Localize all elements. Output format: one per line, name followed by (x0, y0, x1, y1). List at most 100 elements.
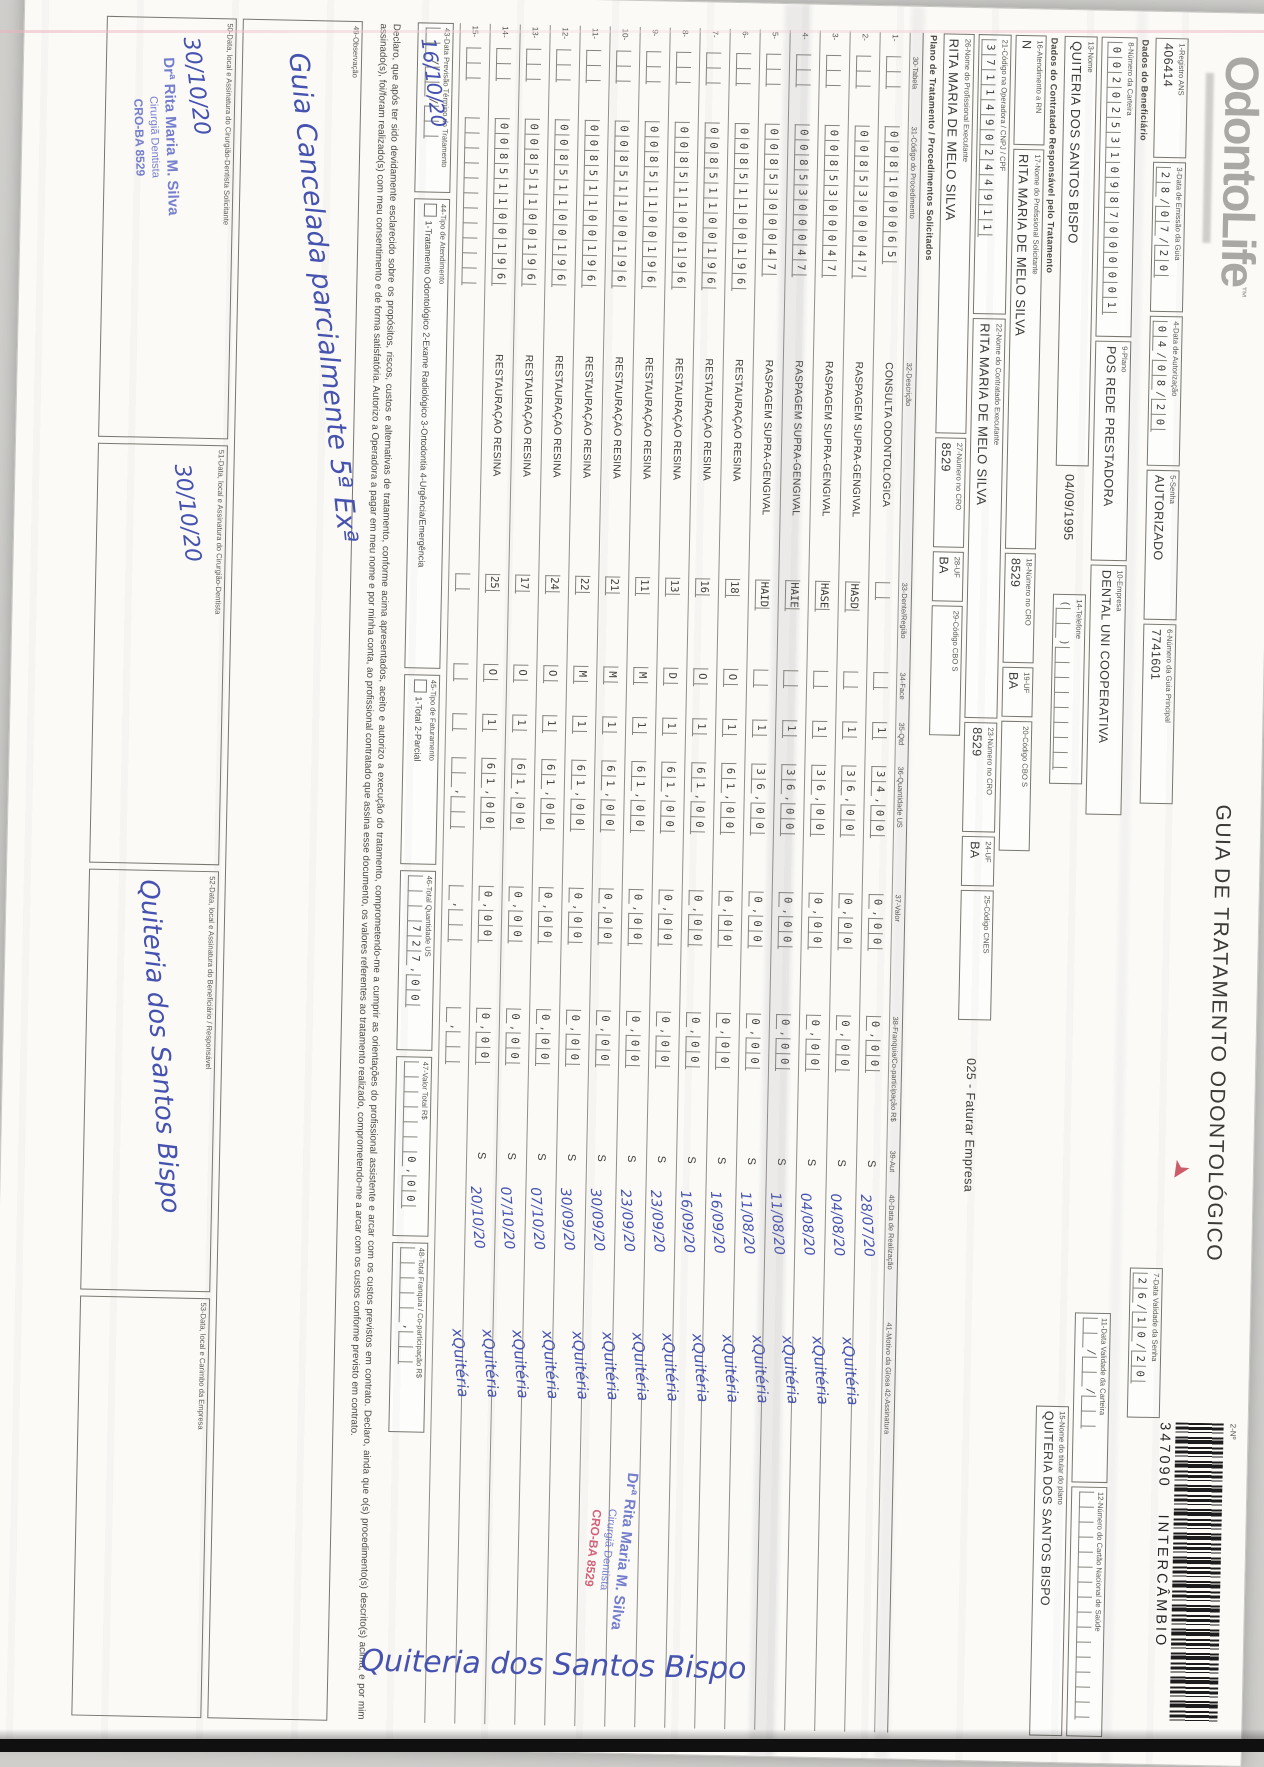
barcode-icon (1169, 1422, 1224, 1724)
field-plano: 9-Plano POS REDE PRESTADORA (1090, 340, 1132, 562)
field-numero-carteira: 8-Número da Carteira 0 0 2 0 2 5 3 1 0 9 8 7 0 0 0 0 0 1 (1095, 36, 1138, 338)
cell-tabela (615, 50, 632, 120)
cell-descricao: RESTAURAÇÃO RESINA (640, 357, 654, 480)
scan-edge-bar (0, 1739, 1264, 1752)
cell-aut: S (565, 1153, 578, 1162)
field-total-quantidade-us: 46-Total Quantidade US 7 2 7, 0 0 (396, 870, 437, 1051)
col-descricao: 32-Descrição (903, 362, 914, 407)
field-data-nascimento: 04/09/1995 (1061, 473, 1077, 541)
field-nome-beneficiario: 13-Nome QUITERIA DOS SANTOS BISPO (1055, 35, 1098, 467)
field-assinatura-beneficiario: 52-Data, local e Assinatura do Beneficiá… (79, 868, 219, 1292)
cell-descricao (464, 353, 469, 573)
field-tipo-atendimento: 44-Tipo de Atendimento 1-Tratamento Odon… (404, 198, 451, 669)
cell-data-realizacao-handwritten: 07/10/20 (497, 1186, 518, 1250)
col-franquia: 38-Franquia/Co-participação R$ (888, 1016, 901, 1122)
faturar-empresa-note: 025 - Faturar Empresa (961, 1057, 979, 1193)
field-empresa: 10-Empresa DENTAL UNI COOPERATIVA (1085, 564, 1127, 816)
cell-face: O (512, 664, 529, 714)
field-senha: 5-Senha AUTORIZADO (1143, 469, 1180, 621)
barcode-number-label: 2-Nº (1228, 1423, 1238, 1440)
cell-descricao: RASPAGEM SUPRA-GENGIVAL (849, 361, 864, 518)
cell-aut: S (715, 1156, 728, 1165)
field-cartao-nacional-saude: 12-Número do Cartão Nacional de Saúde (1066, 1486, 1108, 1738)
field-tipo-faturamento: 45-Tipo de Faturamento 1-Total 2-Parcial (400, 674, 441, 865)
page-title: GUIA DE TRATAMENTO ODONTOLÓGICO (1202, 804, 1235, 1263)
cell-aut: S (625, 1154, 638, 1163)
cell-tabela (765, 53, 782, 124)
cell-data-realizacao-handwritten: 04/08/20 (797, 1192, 818, 1257)
col-data-realizacao: 40-Data de Realização (885, 1194, 897, 1270)
cell-qtd: 1 (811, 720, 828, 765)
barcode-block: 2-Nº 347090INTERCÂMBIO (1150, 1422, 1244, 1740)
tipo-faturamento-checkbox (413, 679, 428, 693)
cell-aut: S (655, 1155, 668, 1164)
cell-dente: 22 (573, 575, 591, 666)
cell-face: O (692, 668, 709, 718)
cell-descricao: RESTAURAÇÃO RESINA (730, 358, 744, 482)
cell-tabela (795, 54, 812, 124)
field-uf-28: 28-UF BA (931, 551, 964, 602)
cell-qtd: 1 (871, 721, 888, 766)
cell-face: O (722, 668, 739, 719)
cell-face: O (542, 665, 559, 715)
cell-face: M (572, 665, 589, 716)
cell-face: M (602, 666, 619, 716)
red-pen-mark: ➤ (1162, 1154, 1196, 1186)
field-data-autorizacao: 4-Data de Autorização 0 4/0 8/2 0 (1146, 315, 1183, 467)
trademark-symbol: ™ (1234, 286, 1250, 299)
cell-tabela (555, 49, 572, 119)
field-profissional-executante: 26-Nome do Profissional Executante RITA M… (935, 33, 975, 434)
cell-data-realizacao-handwritten: 04/08/20 (827, 1193, 848, 1257)
row-number: 1- (890, 34, 900, 42)
cell-descricao: RESTAURAÇÃO RESINA (670, 357, 684, 481)
cell-data-realizacao-handwritten: 16/09/20 (707, 1190, 728, 1255)
cell-aut: S (505, 1152, 518, 1160)
cell-dente: 11 (633, 576, 651, 667)
cell-aut: S (775, 1158, 788, 1166)
field-previsao-termino: 43-Data Previsão Término do Tratamento / /… (414, 22, 454, 194)
cell-descricao: RESTAURAÇÃO RESINA (490, 353, 504, 477)
field-nome-titular-plano: 15-Nome do titular do plano QUITERIA DOS … (1029, 1405, 1070, 1737)
cell-dente: 21 (603, 576, 621, 666)
cell-tabela (585, 49, 602, 120)
cell-descricao: RESTAURAÇÃO RESINA (520, 354, 534, 478)
cell-qtd: 1 (631, 716, 648, 761)
field-numero-guia-principal: 6-Número da Guia Principal 7741601 (1139, 623, 1177, 805)
cell-descricao: RESTAURAÇÃO RESINA (550, 355, 564, 478)
cell-data-realizacao-handwritten: 23/09/20 (617, 1188, 638, 1253)
cell-aut (451, 1141, 452, 1185)
field-contratado-executante: 22-Nome do Contratado Executante RITA MAR… (964, 317, 1006, 719)
cell-aut: S (475, 1151, 488, 1160)
cell-franquia: , (443, 1007, 462, 1141)
row-number: 13- (530, 25, 540, 49)
